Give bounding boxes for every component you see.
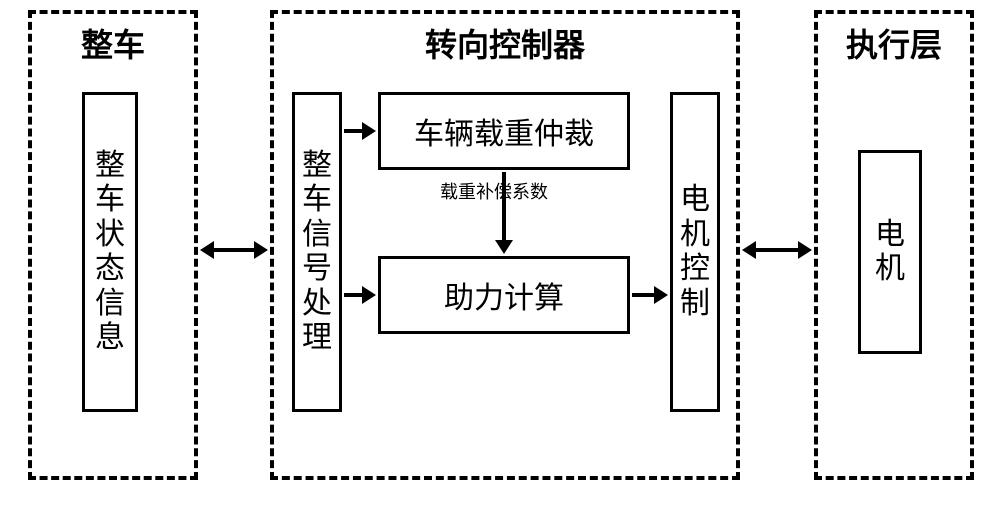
box-signal-proc-label: 整车信号处理 <box>295 95 339 409</box>
box-motor-ctrl-label: 电机控制 <box>673 95 717 409</box>
panel-exec-title: 执行层 <box>818 20 970 66</box>
panel-vehicle-title: 整车 <box>32 20 194 66</box>
box-load-arb: 车辆载重仲裁 <box>378 92 630 170</box>
box-assist-calc-label: 助力计算 <box>381 259 627 331</box>
box-motor-label: 电机 <box>861 153 919 351</box>
box-signal-proc: 整车信号处理 <box>292 92 342 412</box>
label-load-comp-coeff: 载重补偿系数 <box>440 178 548 204</box>
box-vehicle-state-label: 整车状态信息 <box>85 95 135 409</box>
box-load-arb-label: 车辆载重仲裁 <box>381 95 627 167</box>
panel-controller-title: 转向控制器 <box>274 20 736 66</box>
box-assist-calc: 助力计算 <box>378 256 630 334</box>
box-vehicle-state: 整车状态信息 <box>82 92 138 412</box>
box-motor-ctrl: 电机控制 <box>670 92 720 412</box>
box-motor: 电机 <box>858 150 922 354</box>
